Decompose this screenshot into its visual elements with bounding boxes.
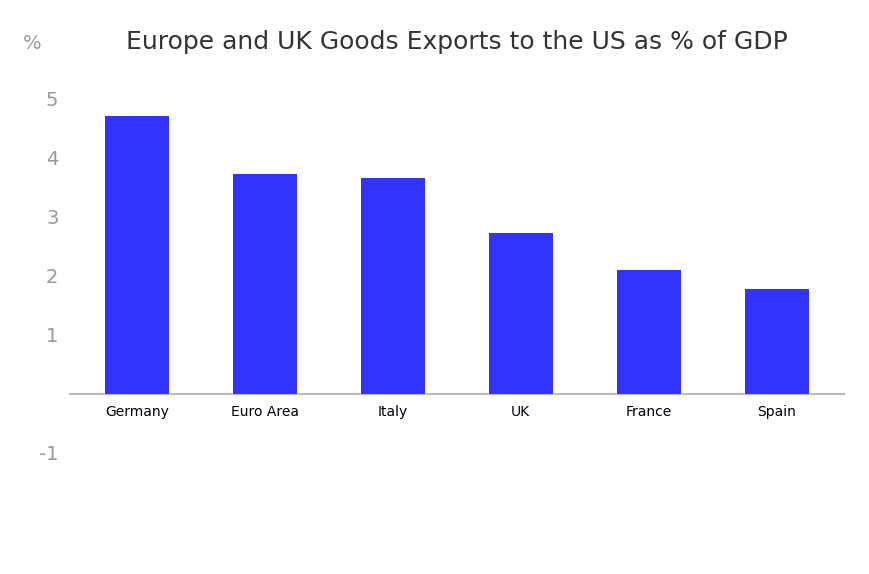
Text: %: % xyxy=(23,34,42,53)
Bar xyxy=(744,289,808,394)
Bar xyxy=(104,116,169,394)
Bar xyxy=(488,233,552,394)
Title: Europe and UK Goods Exports to the US as % of GDP: Europe and UK Goods Exports to the US as… xyxy=(126,30,786,55)
Bar xyxy=(361,178,424,394)
Bar xyxy=(233,174,296,394)
Bar xyxy=(616,270,680,394)
